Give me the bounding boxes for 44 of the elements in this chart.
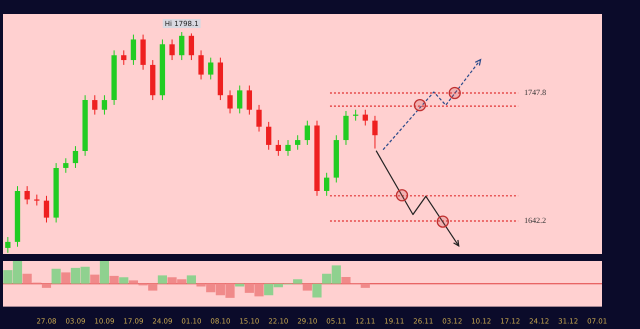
- candlestick: [102, 94, 108, 116]
- candlestick: [121, 50, 126, 66]
- candlestick: [188, 32, 194, 61]
- candlestick: [372, 115, 378, 150]
- candlestick: [44, 195, 50, 223]
- bar: [110, 276, 119, 284]
- bar: [100, 261, 110, 284]
- candlestick: [130, 34, 136, 66]
- candlestick: [352, 109, 358, 122]
- bar: [42, 284, 52, 288]
- candlestick: [295, 134, 300, 150]
- bar: [302, 284, 312, 291]
- candlestick: [24, 186, 30, 205]
- bar: [360, 284, 370, 288]
- candlestick: [246, 85, 252, 116]
- bar: [61, 272, 70, 284]
- candlestick: [92, 94, 98, 116]
- candlestick: [179, 32, 184, 61]
- candlestick: [72, 146, 78, 168]
- candlestick: [5, 236, 10, 254]
- bar: [52, 268, 61, 284]
- bar: [158, 275, 167, 284]
- candlestick: [266, 121, 272, 150]
- bar: [128, 280, 138, 284]
- bar: [90, 274, 100, 284]
- candlestick: [276, 140, 282, 156]
- candlestick: [362, 109, 368, 126]
- ref-line-label: 1747.8: [524, 88, 546, 98]
- candlestick: [324, 172, 330, 196]
- candlestick: [208, 57, 214, 80]
- ref-line-label: 1642.2: [524, 216, 546, 226]
- candlestick: [63, 158, 68, 174]
- bar: [293, 279, 302, 284]
- bar: [312, 284, 322, 298]
- candlestick: [285, 140, 291, 156]
- candlestick: [198, 50, 204, 80]
- candlestick: [237, 85, 242, 114]
- candlestick: [304, 120, 310, 146]
- candlestick: [169, 38, 175, 61]
- bar: [119, 277, 128, 284]
- candlestick: [256, 104, 262, 132]
- bar: [235, 284, 244, 287]
- bar: [186, 275, 196, 284]
- candlestick: [227, 90, 233, 114]
